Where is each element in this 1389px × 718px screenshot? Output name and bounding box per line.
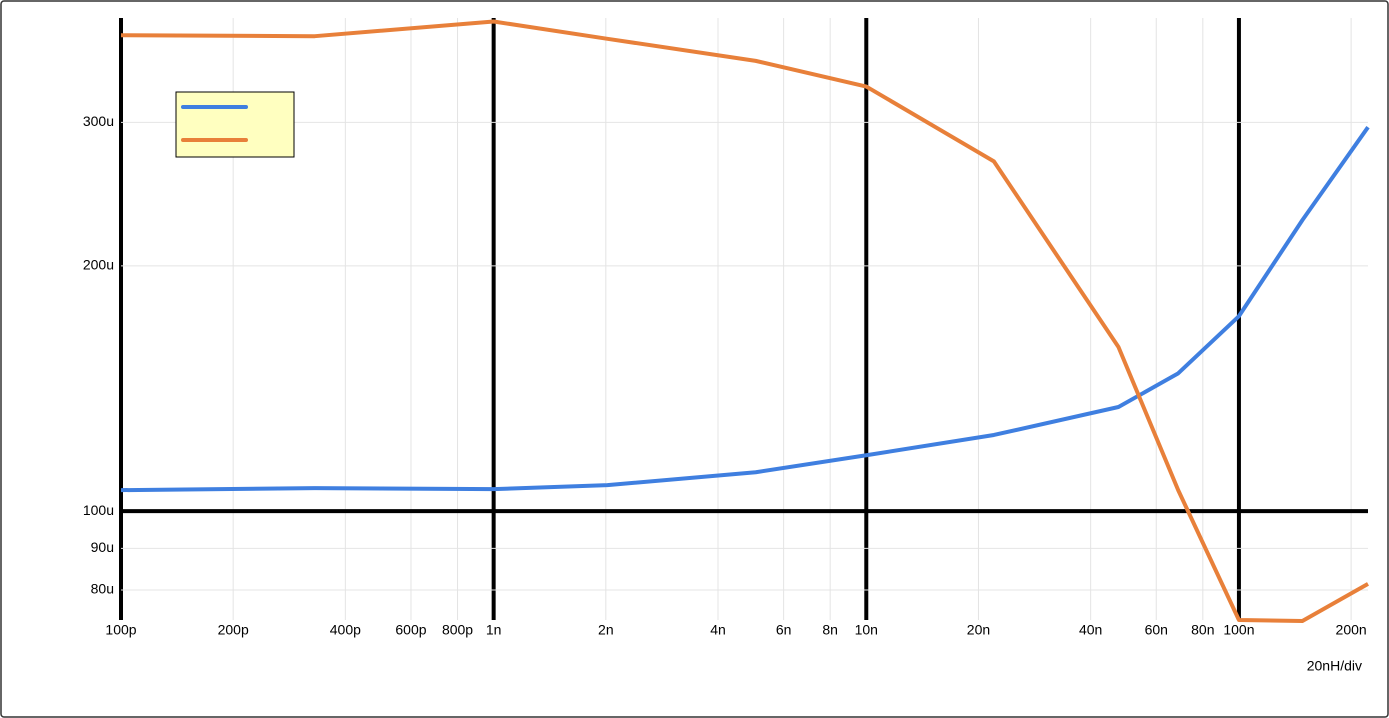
x-tick-label: 4n [710, 622, 726, 638]
x-tick-label: 80n [1191, 622, 1214, 638]
x-tick-label: 600p [395, 622, 426, 638]
annotation: 20nH/div [1307, 658, 1362, 674]
y-tick-label: 100u [83, 502, 114, 518]
x-tick-label: 1n [486, 622, 502, 638]
x-tick-label: 400p [330, 622, 361, 638]
y-tick-label: 300u [83, 113, 114, 129]
y-tick-label: 90u [91, 539, 114, 555]
x-tick-label: 6n [776, 622, 792, 638]
legend [175, 91, 295, 158]
x-tick-label: 20n [967, 622, 990, 638]
series-line [120, 19, 1369, 623]
y-tick-label: 200u [83, 257, 114, 273]
legend-box [175, 91, 295, 158]
plot-lines [120, 19, 1370, 623]
y-tick-label: 80u [91, 581, 114, 597]
x-tick-label: 100n [1223, 622, 1254, 638]
x-tick-label: 200p [218, 622, 249, 638]
series-line [120, 126, 1370, 493]
x-tick-label: 8n [822, 622, 838, 638]
x-tick-label: 40n [1079, 622, 1102, 638]
grid [119, 18, 1368, 620]
x-tick-label: 10n [855, 622, 878, 638]
x-tick-label: 60n [1145, 622, 1168, 638]
x-tick-label: 100p [105, 622, 136, 638]
x-tick-label: 800p [442, 622, 473, 638]
x-tick-label: 200n [1336, 622, 1367, 638]
tick-labels: 100p 200p 400p 600p 800p 1n 2n 4n 6n 8n 10n 20n 40n 6… [83, 113, 1367, 638]
x-tick-label: 2n [598, 622, 614, 638]
